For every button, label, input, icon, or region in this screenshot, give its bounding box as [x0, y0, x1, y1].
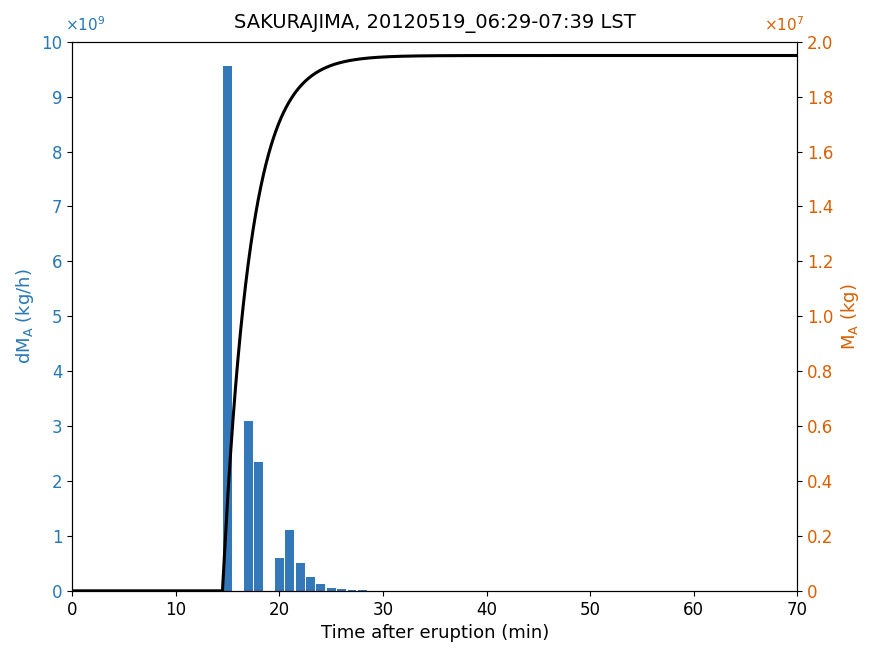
- Bar: [327, 588, 336, 591]
- Bar: [296, 564, 304, 591]
- Bar: [285, 531, 294, 591]
- Bar: [347, 590, 356, 591]
- Text: $\times10^9$: $\times10^9$: [65, 15, 105, 33]
- Text: $\times10^7$: $\times10^7$: [765, 15, 805, 33]
- Title: SAKURAJIMA, 20120519_06:29-07:39 LST: SAKURAJIMA, 20120519_06:29-07:39 LST: [234, 14, 635, 33]
- Bar: [337, 589, 346, 591]
- Bar: [306, 577, 315, 591]
- Bar: [317, 584, 326, 591]
- Bar: [223, 66, 232, 591]
- Y-axis label: M$_\mathsf{A}$ (kg): M$_\mathsf{A}$ (kg): [839, 283, 861, 350]
- Bar: [255, 462, 263, 591]
- Bar: [244, 420, 253, 591]
- X-axis label: Time after eruption (min): Time after eruption (min): [321, 624, 549, 642]
- Bar: [275, 558, 284, 591]
- Y-axis label: dM$_\mathsf{A}$ (kg/h): dM$_\mathsf{A}$ (kg/h): [14, 268, 36, 364]
